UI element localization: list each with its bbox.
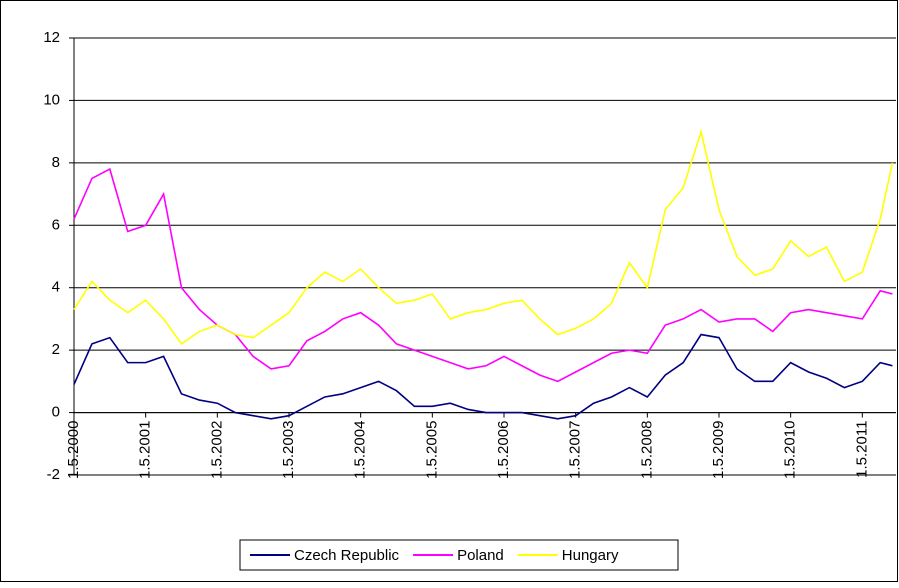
x-tick-label: 1.5.2004: [352, 421, 369, 479]
x-tick-label: 1.5.2010: [782, 421, 799, 479]
y-tick-label: 12: [43, 29, 60, 46]
x-tick-label: 1.5.2006: [495, 421, 512, 479]
x-tick-label: 1.5.2008: [638, 421, 655, 479]
legend-label: Hungary: [562, 547, 619, 564]
legend-box: [239, 539, 679, 571]
series-line: [73, 128, 894, 346]
x-tick-label: 1.5.2009: [710, 421, 727, 479]
x-tick-label: 1.5.2007: [567, 421, 584, 479]
x-tick-label: 1.5.2002: [208, 421, 225, 479]
y-tick-label: 6: [52, 216, 60, 233]
y-tick-label: 4: [52, 279, 60, 296]
y-tick-label: -2: [47, 466, 60, 483]
x-tick-label: 1.5.2005: [423, 421, 440, 479]
x-tick-label: 1.5.2003: [280, 421, 297, 479]
x-tick-label: 1.5.2000: [65, 421, 82, 479]
y-tick-label: 10: [43, 91, 60, 108]
series-line: [73, 167, 893, 383]
legend-label: Czech Republic: [294, 547, 400, 564]
x-tick-label: 1.5.2001: [137, 421, 154, 479]
y-tick-label: 0: [52, 404, 60, 421]
y-tick-label: 2: [52, 341, 60, 358]
series-line: [73, 333, 893, 420]
x-tick-label: 1.5.2011: [853, 421, 870, 478]
legend: Czech Republic Poland Hungary: [239, 539, 679, 571]
legend-label: Poland: [457, 547, 504, 564]
y-tick-label: 8: [52, 154, 60, 171]
